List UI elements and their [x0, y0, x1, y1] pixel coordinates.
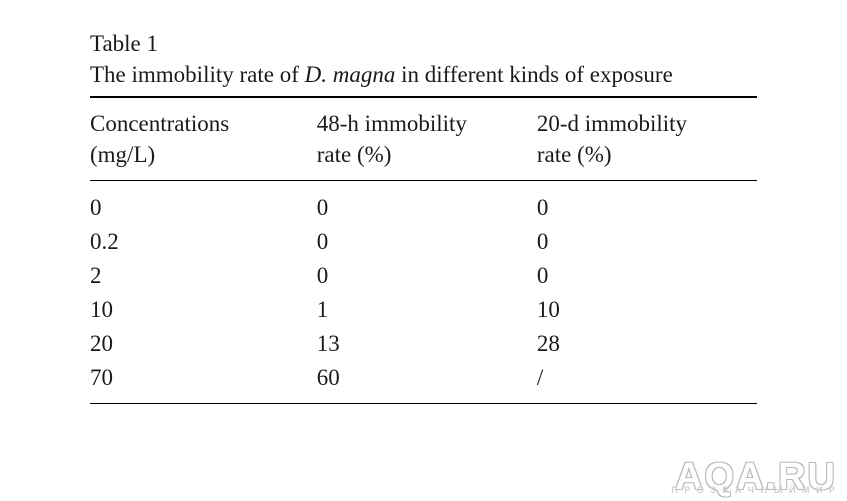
cell-48h: 60: [317, 361, 537, 404]
immobility-table: Concentrations (mg/L) 48-h immobility ra…: [90, 96, 757, 404]
title-text-before: The immobility rate of: [90, 62, 305, 87]
col-header-line1: 20-d immobility: [537, 111, 687, 136]
cell-20d: 10: [537, 293, 757, 327]
table-caption: Table 1 The immobility rate of D. magna …: [90, 28, 757, 90]
col-header-48h: 48-h immobility rate (%): [317, 97, 537, 181]
col-header-20d: 20-d immobility rate (%): [537, 97, 757, 181]
cell-20d: 0: [537, 225, 757, 259]
cell-conc: 70: [90, 361, 317, 404]
table-label: Table 1: [90, 28, 757, 59]
table-row: 70 60 /: [90, 361, 757, 404]
page: Table 1 The immobility rate of D. magna …: [0, 0, 847, 404]
cell-conc: 10: [90, 293, 317, 327]
table-row: 0 0 0: [90, 181, 757, 226]
table-row: 10 1 10: [90, 293, 757, 327]
watermark-sub: П Р О З Р А Ч Н Ы Й М И Р: [671, 488, 837, 493]
cell-20d: 0: [537, 181, 757, 226]
cell-20d: /: [537, 361, 757, 404]
watermark: AQA.RU П Р О З Р А Ч Н Ы Й М И Р: [671, 467, 837, 493]
cell-20d: 0: [537, 259, 757, 293]
table-title: The immobility rate of D. magna in diffe…: [90, 59, 757, 90]
col-header-line2: rate (%): [317, 142, 392, 167]
col-header-line2: (mg/L): [90, 142, 155, 167]
cell-20d: 28: [537, 327, 757, 361]
cell-48h: 13: [317, 327, 537, 361]
cell-conc: 2: [90, 259, 317, 293]
table-row: 0.2 0 0: [90, 225, 757, 259]
col-header-concentrations: Concentrations (mg/L): [90, 97, 317, 181]
species-name: D. magna: [305, 62, 396, 87]
table-row: 2 0 0: [90, 259, 757, 293]
cell-conc: 0.2: [90, 225, 317, 259]
table-header-row: Concentrations (mg/L) 48-h immobility ra…: [90, 97, 757, 181]
cell-conc: 20: [90, 327, 317, 361]
cell-48h: 1: [317, 293, 537, 327]
col-header-line1: 48-h immobility: [317, 111, 467, 136]
table-row: 20 13 28: [90, 327, 757, 361]
col-header-line2: rate (%): [537, 142, 612, 167]
cell-48h: 0: [317, 259, 537, 293]
title-text-after: in different kinds of exposure: [395, 62, 672, 87]
cell-48h: 0: [317, 181, 537, 226]
cell-conc: 0: [90, 181, 317, 226]
cell-48h: 0: [317, 225, 537, 259]
col-header-line1: Concentrations: [90, 111, 229, 136]
